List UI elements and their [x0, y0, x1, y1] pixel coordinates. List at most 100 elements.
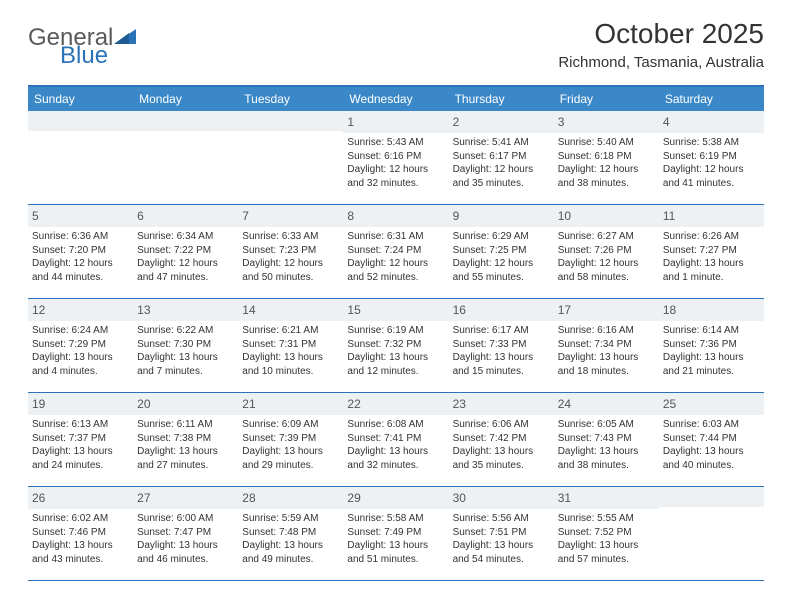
- daylight-line: Daylight: 13 hours and 43 minutes.: [31, 539, 130, 566]
- daylight-line: Daylight: 13 hours and 35 minutes.: [452, 445, 551, 472]
- day-cell: 31Sunrise: 5:55 AMSunset: 7:52 PMDayligh…: [554, 487, 659, 581]
- day-number: 2: [449, 111, 554, 133]
- daylight-line: Daylight: 13 hours and 10 minutes.: [241, 351, 340, 378]
- day-cell: 16Sunrise: 6:17 AMSunset: 7:33 PMDayligh…: [449, 299, 554, 393]
- sunrise-line: Sunrise: 6:11 AM: [136, 418, 235, 432]
- day-cell: 9Sunrise: 6:29 AMSunset: 7:25 PMDaylight…: [449, 205, 554, 299]
- sunrise-line: Sunrise: 6:26 AM: [662, 230, 761, 244]
- day-number: 14: [238, 299, 343, 321]
- daylight-line: Daylight: 13 hours and 15 minutes.: [452, 351, 551, 378]
- daylight-line: Daylight: 12 hours and 47 minutes.: [136, 257, 235, 284]
- day-number: 22: [343, 393, 448, 415]
- sunrise-line: Sunrise: 6:22 AM: [136, 324, 235, 338]
- day-number: 13: [133, 299, 238, 321]
- day-cell: 27Sunrise: 6:00 AMSunset: 7:47 PMDayligh…: [133, 487, 238, 581]
- sunset-line: Sunset: 7:41 PM: [346, 432, 445, 446]
- daylight-line: Daylight: 13 hours and 40 minutes.: [662, 445, 761, 472]
- sunset-line: Sunset: 7:42 PM: [452, 432, 551, 446]
- day-num-pad: [659, 487, 764, 507]
- daylight-line: Daylight: 12 hours and 41 minutes.: [662, 163, 761, 190]
- day-number: 25: [659, 393, 764, 415]
- daylight-line: Daylight: 12 hours and 32 minutes.: [346, 163, 445, 190]
- day-cell: 13 Sunrise: 6:22 AMSunset: 7:30 PMDayligh…: [133, 299, 238, 393]
- day-number: 15: [343, 299, 448, 321]
- daylight-line: Daylight: 13 hours and 7 minutes.: [136, 351, 235, 378]
- daylight-line: Daylight: 13 hours and 21 minutes.: [662, 351, 761, 378]
- day-number: 3: [554, 111, 659, 133]
- sunset-line: Sunset: 7:20 PM: [31, 244, 130, 258]
- sunset-line: Sunset: 6:19 PM: [662, 150, 761, 164]
- day-number: 28: [238, 487, 343, 509]
- sunrise-line: Sunrise: 6:16 AM: [557, 324, 656, 338]
- sunrise-line: Sunrise: 6:31 AM: [346, 230, 445, 244]
- sunset-line: Sunset: 7:23 PM: [241, 244, 340, 258]
- day-number: 12: [28, 299, 133, 321]
- empty-cell: [28, 111, 133, 205]
- sunset-line: Sunset: 7:34 PM: [557, 338, 656, 352]
- sunset-line: Sunset: 7:33 PM: [452, 338, 551, 352]
- day-number: 23: [449, 393, 554, 415]
- day-cell: 1Sunrise: 5:43 AMSunset: 6:16 PMDaylight…: [343, 111, 448, 205]
- day-num-pad: [133, 111, 238, 131]
- sunrise-line: Sunrise: 5:43 AM: [346, 136, 445, 150]
- sunrise-line: Sunrise: 6:02 AM: [31, 512, 130, 526]
- sunrise-line: Sunrise: 5:59 AM: [241, 512, 340, 526]
- daylight-line: Daylight: 13 hours and 1 minute.: [662, 257, 761, 284]
- sunset-line: Sunset: 7:37 PM: [31, 432, 130, 446]
- sunset-line: Sunset: 7:29 PM: [31, 338, 130, 352]
- day-number: 5: [28, 205, 133, 227]
- daylight-line: Daylight: 13 hours and 18 minutes.: [557, 351, 656, 378]
- sunrise-line: Sunrise: 5:58 AM: [346, 512, 445, 526]
- sunset-line: Sunset: 7:22 PM: [136, 244, 235, 258]
- sunset-line: Sunset: 7:32 PM: [346, 338, 445, 352]
- daylight-line: Daylight: 13 hours and 51 minutes.: [346, 539, 445, 566]
- day-cell: 25Sunrise: 6:03 AMSunset: 7:44 PMDayligh…: [659, 393, 764, 487]
- sunset-line: Sunset: 7:47 PM: [136, 526, 235, 540]
- day-cell: 10Sunrise: 6:27 AMSunset: 7:26 PMDayligh…: [554, 205, 659, 299]
- day-cell: 2Sunrise: 5:41 AMSunset: 6:17 PMDaylight…: [449, 111, 554, 205]
- sunrise-line: Sunrise: 6:27 AM: [557, 230, 656, 244]
- sunset-line: Sunset: 7:43 PM: [557, 432, 656, 446]
- sunrise-line: Sunrise: 6:08 AM: [346, 418, 445, 432]
- day-cell: 14Sunrise: 6:21 AMSunset: 7:31 PMDayligh…: [238, 299, 343, 393]
- day-number: 29: [343, 487, 448, 509]
- sunrise-line: Sunrise: 6:34 AM: [136, 230, 235, 244]
- day-number: 31: [554, 487, 659, 509]
- sunrise-line: Sunrise: 6:24 AM: [31, 324, 130, 338]
- sunset-line: Sunset: 7:51 PM: [452, 526, 551, 540]
- sunrise-line: Sunrise: 6:33 AM: [241, 230, 340, 244]
- daylight-line: Daylight: 13 hours and 24 minutes.: [31, 445, 130, 472]
- sunrise-line: Sunrise: 6:29 AM: [452, 230, 551, 244]
- day-number: 21: [238, 393, 343, 415]
- day-header: Wednesday: [343, 87, 448, 111]
- daylight-line: Daylight: 13 hours and 29 minutes.: [241, 445, 340, 472]
- month-title: October 2025: [558, 18, 764, 50]
- daylight-line: Daylight: 12 hours and 38 minutes.: [557, 163, 656, 190]
- sunrise-line: Sunrise: 5:38 AM: [662, 136, 761, 150]
- sunset-line: Sunset: 7:30 PM: [136, 338, 235, 352]
- daylight-line: Daylight: 13 hours and 38 minutes.: [557, 445, 656, 472]
- day-number: 19: [28, 393, 133, 415]
- day-cell: 28Sunrise: 5:59 AMSunset: 7:48 PMDayligh…: [238, 487, 343, 581]
- day-header: Thursday: [449, 87, 554, 111]
- day-cell: 22Sunrise: 6:08 AMSunset: 7:41 PMDayligh…: [343, 393, 448, 487]
- sunrise-line: Sunrise: 5:40 AM: [557, 136, 656, 150]
- day-header: Sunday: [28, 87, 133, 111]
- day-cell: 12Sunrise: 6:24 AMSunset: 7:29 PMDayligh…: [28, 299, 133, 393]
- sunset-line: Sunset: 7:52 PM: [557, 526, 656, 540]
- day-cell: 5Sunrise: 6:36 AMSunset: 7:20 PMDaylight…: [28, 205, 133, 299]
- day-header: Friday: [554, 87, 659, 111]
- sunrise-line: Sunrise: 5:41 AM: [452, 136, 551, 150]
- daylight-line: Daylight: 12 hours and 44 minutes.: [31, 257, 130, 284]
- sunset-line: Sunset: 7:39 PM: [241, 432, 340, 446]
- calendar-grid: SundayMondayTuesdayWednesdayThursdayFrid…: [28, 85, 764, 581]
- title-block: October 2025 Richmond, Tasmania, Austral…: [558, 18, 764, 71]
- daylight-line: Daylight: 12 hours and 55 minutes.: [452, 257, 551, 284]
- brand-part2: Blue: [60, 42, 108, 69]
- day-cell: 26Sunrise: 6:02 AMSunset: 7:46 PMDayligh…: [28, 487, 133, 581]
- day-cell: 11Sunrise: 6:26 AMSunset: 7:27 PMDayligh…: [659, 205, 764, 299]
- sunrise-line: Sunrise: 6:14 AM: [662, 324, 761, 338]
- day-header: Monday: [133, 87, 238, 111]
- day-cell: 20Sunrise: 6:11 AMSunset: 7:38 PMDayligh…: [133, 393, 238, 487]
- sunrise-line: Sunrise: 5:55 AM: [557, 512, 656, 526]
